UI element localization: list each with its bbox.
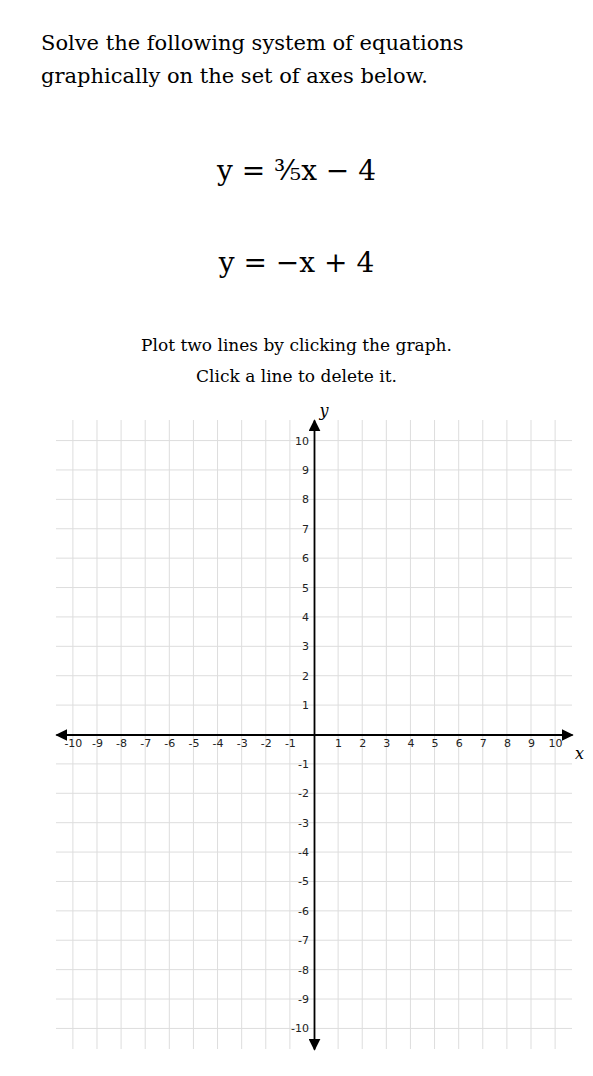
y-axis-label: y xyxy=(318,401,329,420)
x-tick-label: 4 xyxy=(407,737,414,750)
x-tick-label: -4 xyxy=(213,737,224,750)
x-tick: -6 xyxy=(164,735,175,751)
y-tick: 4 xyxy=(302,611,314,624)
x-tick: -8 xyxy=(116,735,127,751)
y-tick-label: -4 xyxy=(298,846,309,859)
x-tick: -3 xyxy=(237,735,248,751)
y-tick-label: -2 xyxy=(298,787,309,800)
y-tick: 7 xyxy=(302,523,314,536)
instruction: Plot two lines by clicking the graph. xyxy=(141,335,452,355)
y-tick-label: 6 xyxy=(302,552,309,565)
y-tick: -5 xyxy=(298,875,314,888)
x-tick: 1 xyxy=(335,735,342,751)
x-tick-label: -5 xyxy=(188,737,199,750)
y-tick: -6 xyxy=(298,905,314,918)
y-tick-label: -8 xyxy=(298,964,309,977)
y-tick: -4 xyxy=(298,846,314,859)
y-tick: -7 xyxy=(298,934,314,947)
y-tick-label: 9 xyxy=(302,464,309,477)
y-tick-label: -5 xyxy=(298,875,309,888)
y-tick: -1 xyxy=(298,758,314,771)
y-tick-label: 2 xyxy=(302,670,309,683)
instruction: Click a line to delete it. xyxy=(196,366,397,386)
y-tick: 2 xyxy=(302,670,314,683)
x-tick: 3 xyxy=(383,735,390,751)
x-tick: -5 xyxy=(188,735,199,751)
x-tick: 8 xyxy=(504,735,511,751)
x-tick-label: 8 xyxy=(504,737,511,750)
x-tick: -1 xyxy=(285,735,296,751)
x-tick: -2 xyxy=(261,735,272,751)
y-tick: 8 xyxy=(302,493,314,506)
x-tick: 5 xyxy=(432,735,439,751)
y-tick: -3 xyxy=(298,817,314,830)
x-tick: -9 xyxy=(92,735,103,751)
x-tick: 9 xyxy=(528,735,535,751)
x-tick-label: -1 xyxy=(285,737,296,750)
x-tick-label: 7 xyxy=(480,737,487,750)
x-tick-label: -8 xyxy=(116,737,127,750)
x-axis-label: x xyxy=(575,744,584,763)
grid xyxy=(56,420,572,1049)
x-tick-label: 9 xyxy=(528,737,535,750)
x-tick: 10 xyxy=(549,735,563,751)
x-tick-label: 6 xyxy=(456,737,463,750)
y-axis-line xyxy=(314,421,316,1050)
equation: y = −x + 4 xyxy=(218,246,374,279)
y-tick: 3 xyxy=(302,640,314,653)
y-tick-label: 3 xyxy=(302,640,309,653)
y-tick-label: 10 xyxy=(295,435,309,448)
x-tick: -10 xyxy=(64,735,82,751)
x-tick-label: 10 xyxy=(549,737,563,750)
y-tick: 6 xyxy=(302,552,314,565)
y-tick-label: -7 xyxy=(298,934,309,947)
y-tick-label: -1 xyxy=(298,758,309,771)
x-tick-label: 2 xyxy=(359,737,366,750)
y-tick: -2 xyxy=(298,787,314,800)
y-tick-label: 7 xyxy=(302,523,309,536)
y-tick-label: -10 xyxy=(291,1022,309,1035)
x-tick-label: -7 xyxy=(140,737,151,750)
subtitle: graphically on the set of axes below. xyxy=(41,64,428,88)
x-tick-label: 3 xyxy=(383,737,390,750)
chart: Solve the following system of equations g… xyxy=(0,0,593,1076)
x-tick: 4 xyxy=(407,735,414,751)
y-axis: -10 -9 -8 -7 -6 -5 -4 -3 -2 -1 1 2 3 4 5 6 7 8 9 10 xyxy=(291,421,314,1050)
y-tick: -10 xyxy=(291,1022,314,1035)
y-tick: 9 xyxy=(302,464,314,477)
x-tick: -7 xyxy=(140,735,151,751)
x-tick-label: 1 xyxy=(335,737,342,750)
y-tick-label: 4 xyxy=(302,611,309,624)
equation: y = ⅗x − 4 xyxy=(216,154,376,187)
y-tick: 5 xyxy=(302,582,314,595)
x-tick: -4 xyxy=(213,735,224,751)
y-tick: -8 xyxy=(298,964,314,977)
x-tick-label: -6 xyxy=(164,737,175,750)
y-tick-label: 5 xyxy=(302,582,309,595)
y-tick-label: -9 xyxy=(298,993,309,1006)
x-tick-label: -3 xyxy=(237,737,248,750)
y-tick: -9 xyxy=(298,993,314,1006)
y-tick-label: -6 xyxy=(298,905,309,918)
x-tick-label: -10 xyxy=(64,737,82,750)
x-tick: 6 xyxy=(456,735,463,751)
x-tick-label: -9 xyxy=(92,737,103,750)
y-tick: 10 xyxy=(295,435,314,448)
x-tick-label: 5 xyxy=(432,737,439,750)
y-tick: 1 xyxy=(302,699,314,712)
y-tick-label: 1 xyxy=(302,699,309,712)
x-tick-label: -2 xyxy=(261,737,272,750)
title: Solve the following system of equations xyxy=(41,31,464,55)
x-tick: 7 xyxy=(480,735,487,751)
y-tick-label: -3 xyxy=(298,817,309,830)
x-tick: 2 xyxy=(359,735,366,751)
y-tick-label: 8 xyxy=(302,493,309,506)
